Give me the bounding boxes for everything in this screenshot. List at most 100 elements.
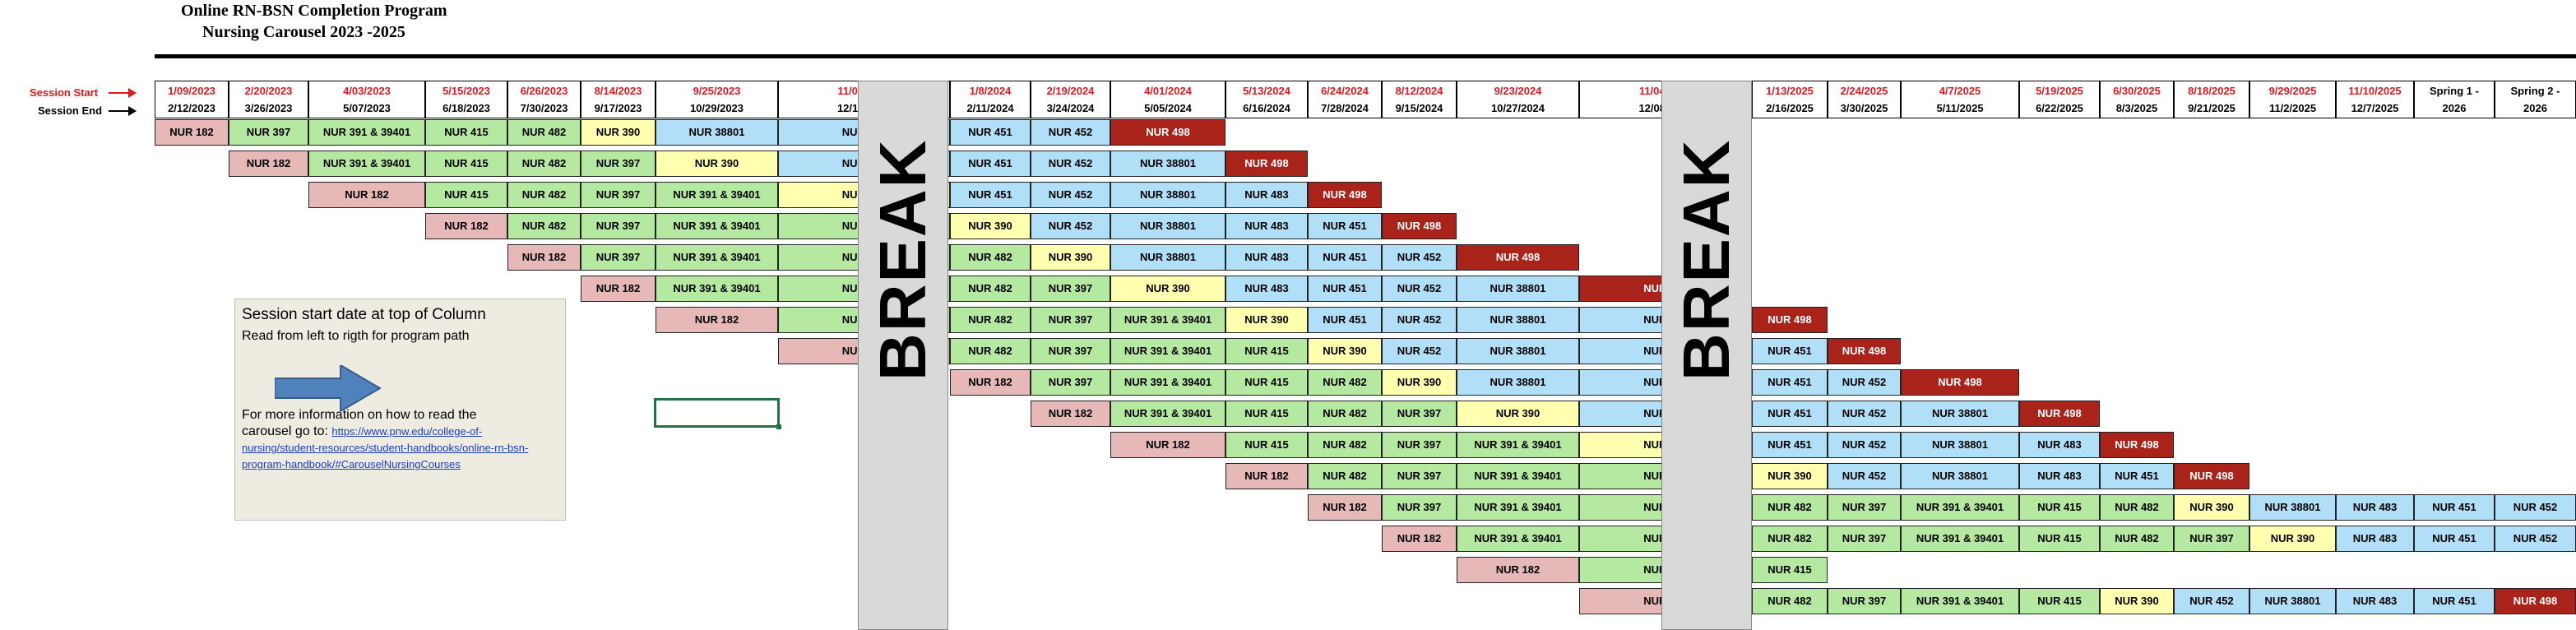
course-cell[interactable]: NUR 391 & 39401: [1457, 432, 1579, 458]
course-cell[interactable]: NUR 390: [1308, 338, 1382, 364]
course-cell[interactable]: NUR 482: [1308, 463, 1382, 489]
course-cell[interactable]: NUR 415: [1225, 401, 1308, 427]
course-cell[interactable]: NUR 498: [2100, 432, 2174, 458]
course-cell[interactable]: NUR 483: [1225, 213, 1308, 239]
course-cell[interactable]: NUR 451: [1752, 432, 1828, 458]
course-cell[interactable]: NUR 482: [1308, 401, 1382, 427]
course-cell[interactable]: NUR 498: [2495, 588, 2576, 614]
course-cell[interactable]: NUR 451: [1308, 276, 1382, 302]
course-cell[interactable]: NUR 483: [2019, 432, 2100, 458]
course-cell[interactable]: NUR 498: [1308, 182, 1382, 208]
course-cell[interactable]: NUR 397: [1828, 494, 1901, 521]
course-cell[interactable]: NUR 38801: [1901, 401, 2019, 427]
course-cell[interactable]: NUR 391 & 39401: [1901, 494, 2019, 521]
course-cell[interactable]: NUR 498: [1752, 307, 1828, 333]
course-cell[interactable]: NUR 391 & 39401: [1901, 588, 2019, 614]
course-cell[interactable]: NUR 391 & 39401: [656, 213, 778, 239]
course-cell[interactable]: NUR 391 & 39401: [1110, 307, 1225, 333]
course-cell[interactable]: NUR 452: [2174, 588, 2249, 614]
course-cell[interactable]: NUR 451: [1308, 307, 1382, 333]
course-cell[interactable]: NUR 182: [425, 213, 507, 239]
course-cell[interactable]: NUR 182: [1031, 401, 1110, 427]
course-cell[interactable]: NUR 390: [1752, 463, 1828, 489]
course-cell[interactable]: NUR 451: [950, 182, 1031, 208]
course-cell[interactable]: NUR 498: [1110, 119, 1225, 146]
course-cell[interactable]: NUR 391 & 39401: [1110, 369, 1225, 396]
course-cell[interactable]: NUR 498: [2174, 463, 2249, 489]
course-cell[interactable]: NUR 415: [1225, 432, 1308, 458]
course-cell[interactable]: NUR 38801: [1457, 276, 1579, 302]
course-cell[interactable]: NUR 38801: [1110, 213, 1225, 239]
course-cell[interactable]: NUR 452: [1382, 276, 1457, 302]
course-cell[interactable]: NUR 182: [229, 151, 308, 177]
course-cell[interactable]: NUR 482: [950, 338, 1031, 364]
course-cell[interactable]: NUR 390: [1382, 369, 1457, 396]
course-cell[interactable]: NUR 451: [2414, 494, 2495, 521]
handbook-link[interactable]: https://www.pnw.edu/college-of-nursing/s…: [242, 425, 529, 470]
course-cell[interactable]: NUR 391 & 39401: [1457, 463, 1579, 489]
course-cell[interactable]: NUR 451: [1308, 213, 1382, 239]
course-cell[interactable]: NUR 452: [1382, 338, 1457, 364]
course-cell[interactable]: NUR 397: [581, 244, 656, 271]
course-cell[interactable]: NUR 390: [656, 151, 778, 177]
course-cell[interactable]: NUR 498: [1382, 213, 1457, 239]
course-cell[interactable]: NUR 498: [1901, 369, 2019, 396]
course-cell[interactable]: NUR 451: [2414, 588, 2495, 614]
course-cell[interactable]: NUR 390: [2249, 526, 2336, 552]
course-cell[interactable]: NUR 483: [1225, 276, 1308, 302]
course-cell[interactable]: NUR 452: [1828, 432, 1901, 458]
course-cell[interactable]: NUR 182: [1457, 557, 1579, 583]
course-cell[interactable]: NUR 397: [1031, 338, 1110, 364]
course-cell[interactable]: NUR 482: [2100, 526, 2174, 552]
course-cell[interactable]: NUR 498: [1828, 338, 1901, 364]
course-cell[interactable]: NUR 451: [2100, 463, 2174, 489]
course-cell[interactable]: NUR 38801: [2249, 588, 2336, 614]
course-cell[interactable]: NUR 38801: [1110, 151, 1225, 177]
course-cell[interactable]: NUR 451: [1752, 369, 1828, 396]
course-cell[interactable]: NUR 391 & 39401: [656, 182, 778, 208]
course-cell[interactable]: NUR 482: [507, 119, 581, 146]
course-cell[interactable]: NUR 397: [1031, 276, 1110, 302]
course-cell[interactable]: NUR 482: [1308, 369, 1382, 396]
course-cell[interactable]: NUR 452: [1031, 182, 1110, 208]
course-cell[interactable]: NUR 397: [581, 151, 656, 177]
course-cell[interactable]: NUR 452: [1031, 213, 1110, 239]
course-cell[interactable]: NUR 451: [1308, 244, 1382, 271]
course-cell[interactable]: NUR 38801: [2249, 494, 2336, 521]
course-cell[interactable]: NUR 397: [1382, 463, 1457, 489]
course-cell[interactable]: NUR 391 & 39401: [1110, 401, 1225, 427]
course-cell[interactable]: NUR 451: [950, 151, 1031, 177]
course-cell[interactable]: NUR 182: [1225, 463, 1308, 489]
course-cell[interactable]: NUR 452: [1382, 244, 1457, 271]
course-cell[interactable]: NUR 397: [1382, 432, 1457, 458]
course-cell[interactable]: NUR 390: [1225, 307, 1308, 333]
course-cell[interactable]: NUR 498: [1457, 244, 1579, 271]
course-cell[interactable]: NUR 415: [425, 151, 507, 177]
course-cell[interactable]: NUR 415: [1225, 369, 1308, 396]
course-cell[interactable]: NUR 182: [1382, 526, 1457, 552]
course-cell[interactable]: NUR 182: [308, 182, 425, 208]
course-cell[interactable]: NUR 38801: [1110, 182, 1225, 208]
course-cell[interactable]: NUR 451: [2414, 526, 2495, 552]
course-cell[interactable]: NUR 452: [1828, 401, 1901, 427]
course-cell[interactable]: NUR 415: [1752, 557, 1828, 583]
course-cell[interactable]: NUR 390: [1457, 401, 1579, 427]
course-cell[interactable]: NUR 182: [1110, 432, 1225, 458]
course-cell[interactable]: NUR 482: [507, 213, 581, 239]
course-cell[interactable]: NUR 482: [507, 182, 581, 208]
course-cell[interactable]: NUR 391 & 39401: [1901, 526, 2019, 552]
course-cell[interactable]: NUR 498: [1225, 151, 1308, 177]
course-cell[interactable]: NUR 182: [656, 307, 778, 333]
course-cell[interactable]: NUR 397: [1382, 494, 1457, 521]
course-cell[interactable]: NUR 482: [1752, 494, 1828, 521]
course-cell[interactable]: NUR 38801: [1110, 244, 1225, 271]
course-cell[interactable]: NUR 391 & 39401: [656, 276, 778, 302]
course-cell[interactable]: NUR 182: [1308, 494, 1382, 521]
course-cell[interactable]: NUR 390: [1031, 244, 1110, 271]
course-cell[interactable]: NUR 415: [425, 119, 507, 146]
course-cell[interactable]: NUR 391 & 39401: [308, 119, 425, 146]
course-cell[interactable]: NUR 390: [1110, 276, 1225, 302]
course-cell[interactable]: NUR 452: [1031, 119, 1110, 146]
course-cell[interactable]: NUR 483: [2336, 526, 2414, 552]
course-cell[interactable]: NUR 397: [581, 213, 656, 239]
